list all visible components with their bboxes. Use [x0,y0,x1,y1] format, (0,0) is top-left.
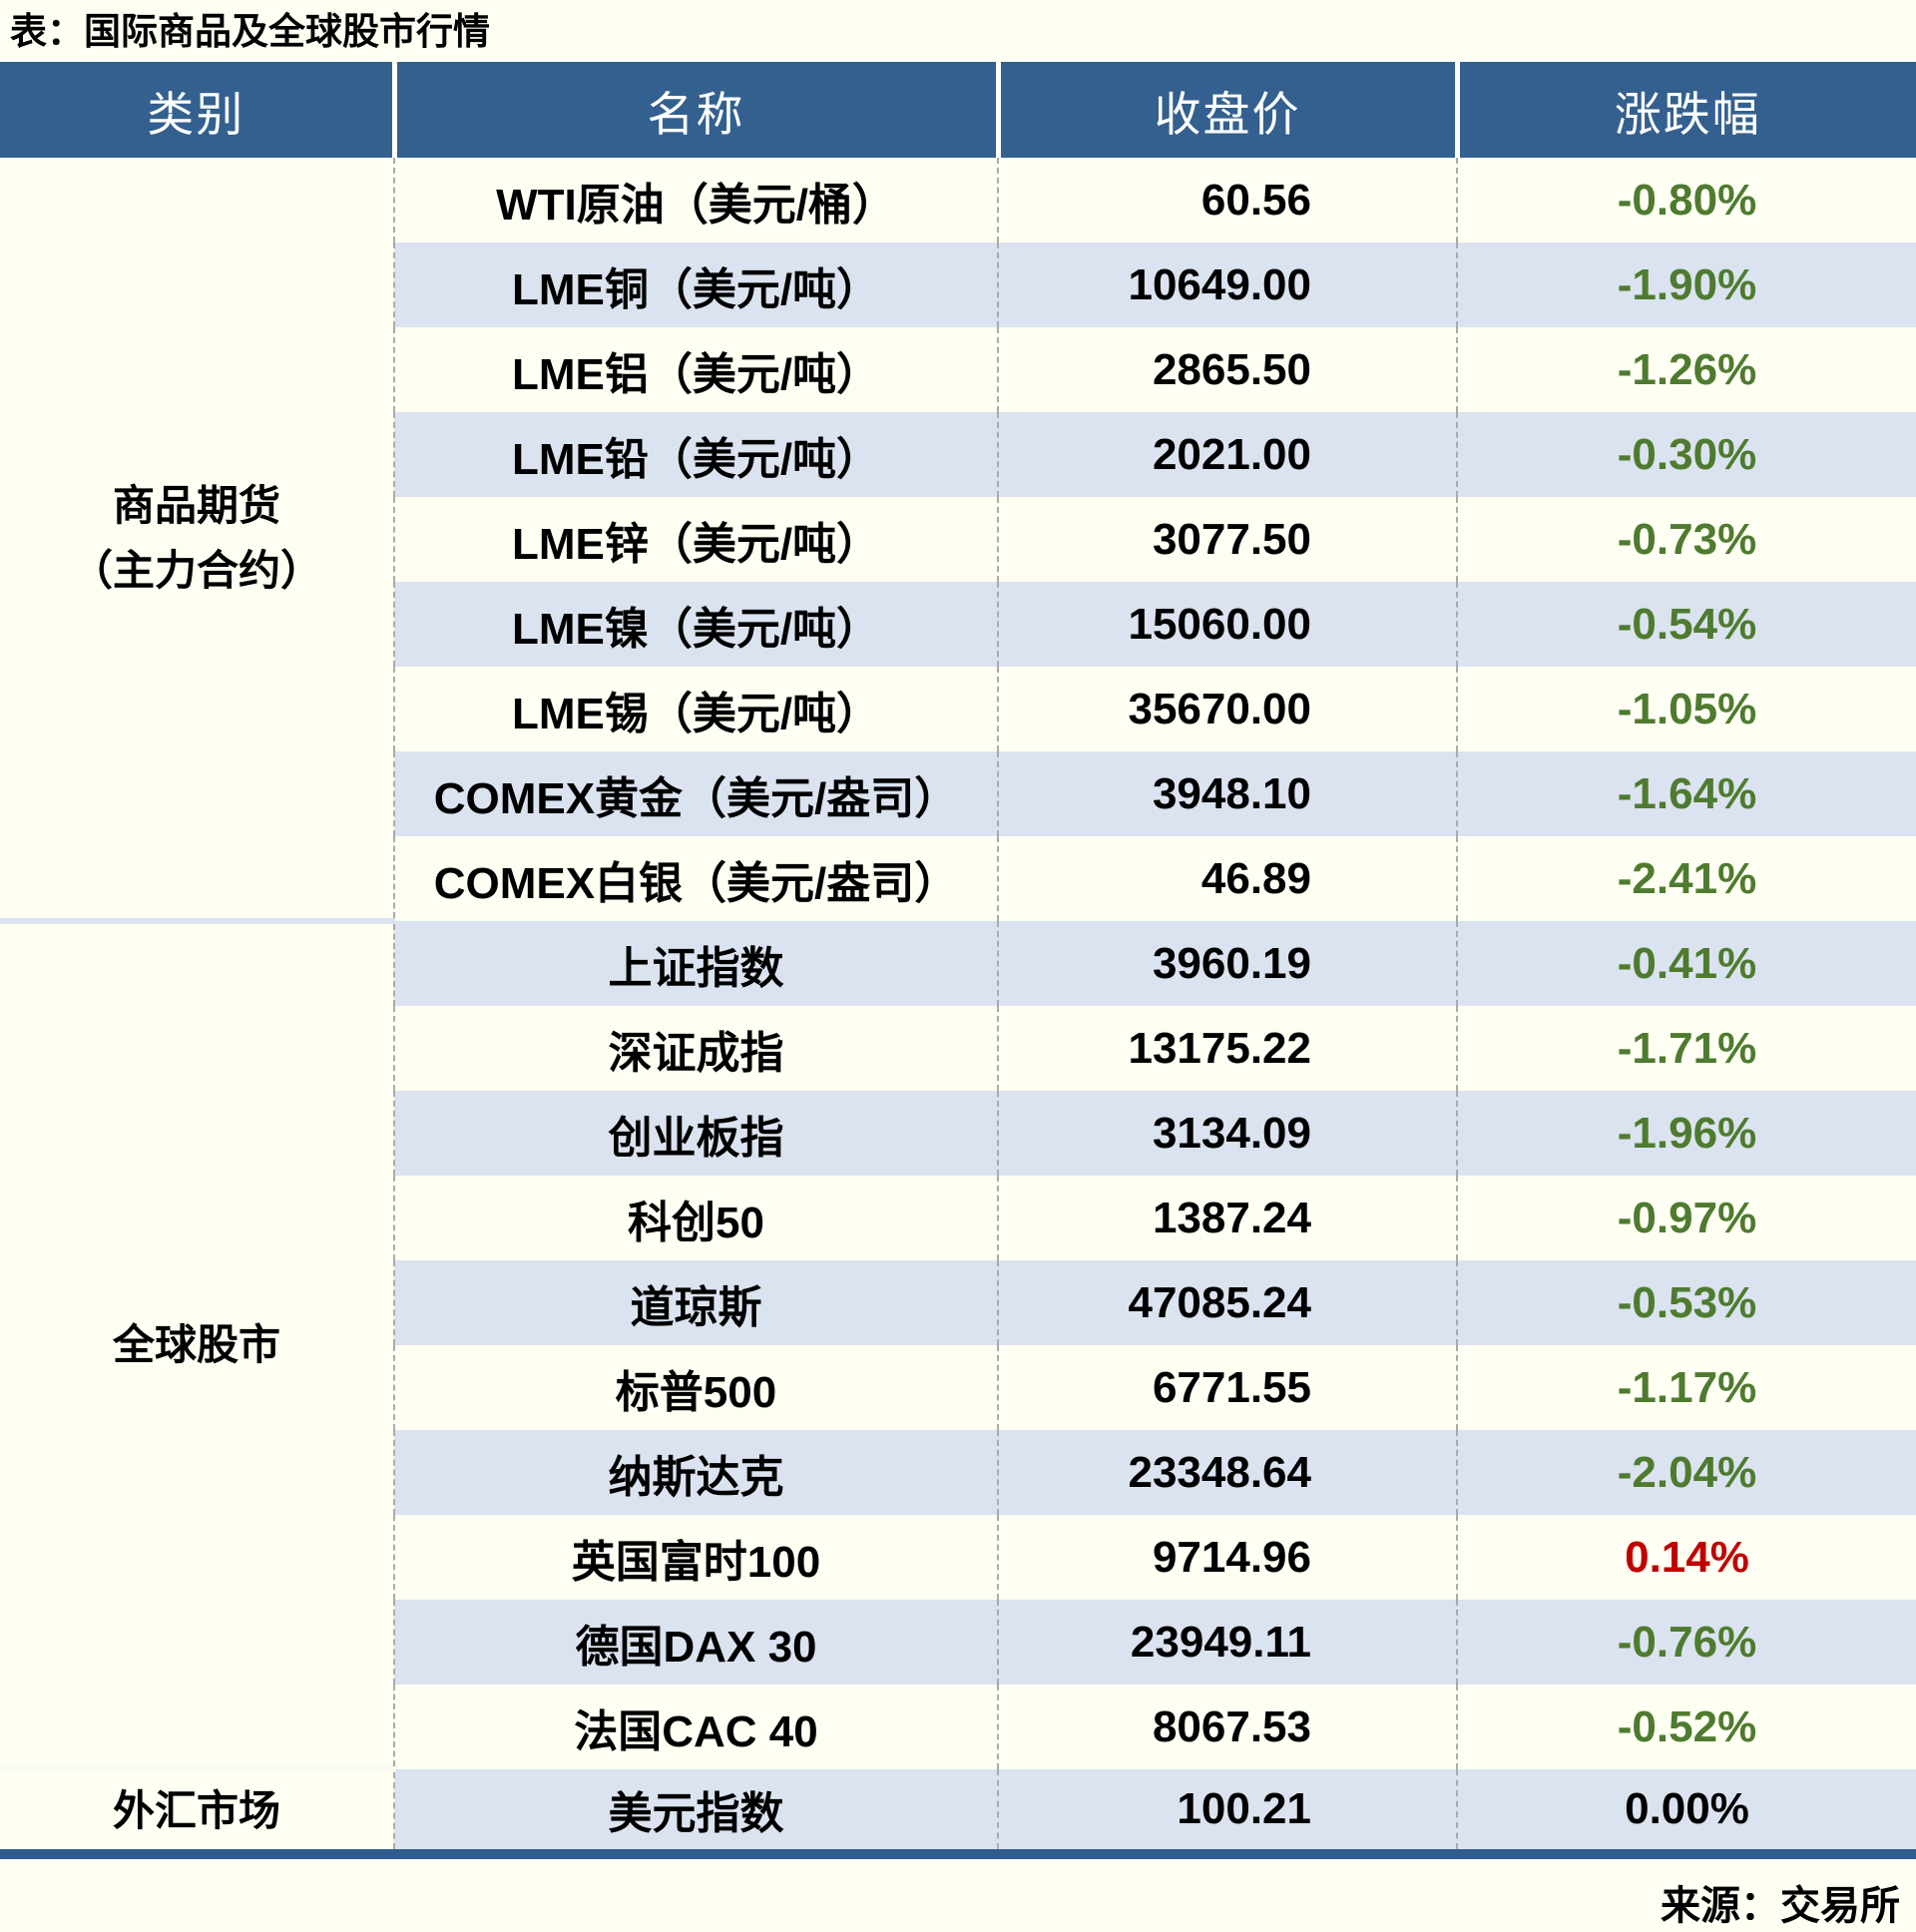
name-cell: 英国富时100 [393,1515,998,1600]
table-row: LME铅（美元/吨） 2021.00 -0.30% [0,412,1916,497]
close-price-cell: 1387.24 [997,1176,1457,1260]
close-price-cell: 2021.00 [997,412,1457,497]
table-row: 商品期货 （主力合约） WTI原油（美元/桶） 60.56 -0.80% [0,158,1916,924]
category-cell: 外汇市场 [0,1769,394,1859]
name-cell: LME锌（美元/吨） [393,497,998,582]
table-row: 标普500 6771.55 -1.17% [0,1345,1916,1430]
table-row: 外汇市场 美元指数 100.21 0.00% [0,1769,1916,1859]
table-row: COMEX黄金（美元/盎司） 3948.10 -1.64% [0,751,1916,836]
name-cell: 深证成指 [393,1006,998,1091]
name-cell: LME锡（美元/吨） [393,667,998,751]
name-cell: COMEX黄金（美元/盎司） [393,751,998,836]
table-row: LME锡（美元/吨） 35670.00 -1.05% [0,667,1916,751]
close-price-cell: 35670.00 [997,667,1457,751]
header-cell-close: 收盘价 [995,62,1457,158]
table-row: 科创50 1387.24 -0.97% [0,1176,1916,1260]
close-price-cell: 100.21 [997,1769,1457,1859]
name-cell: LME镍（美元/吨） [393,582,998,667]
close-price-cell: 3077.50 [997,497,1457,582]
name-cell: 美元指数 [393,1769,998,1859]
table-row: LME铝（美元/吨） 2865.50 -1.26% [0,327,1916,412]
close-price-cell: 13175.22 [997,1006,1457,1091]
name-cell: LME铅（美元/吨） [393,412,998,497]
market-table: 类别 名称 收盘价 涨跌幅 商品期货 （主力合约） WTI原油（美元/桶） 60.56… [0,62,1916,1859]
change-cell: -1.17% [1456,1345,1916,1430]
change-cell: -0.76% [1456,1600,1916,1685]
name-cell: LME铝（美元/吨） [393,327,998,412]
table-title: 表：国际商品及全球股市行情 [10,11,490,52]
change-cell: -0.54% [1456,582,1916,667]
table-row: 道琼斯 47085.24 -0.53% [0,1260,1916,1345]
close-price-cell: 47085.24 [997,1260,1457,1345]
table-row: LME镍（美元/吨） 15060.00 -0.54% [0,582,1916,667]
name-cell: 道琼斯 [393,1260,998,1345]
close-price-cell: 6771.55 [997,1345,1457,1430]
close-price-cell: 60.56 [997,158,1457,242]
close-price-cell: 2865.50 [997,327,1457,412]
change-cell: -0.97% [1456,1176,1916,1260]
name-cell: LME铜（美元/吨） [393,242,998,327]
header-row: 类别 名称 收盘价 涨跌幅 [0,62,1916,158]
close-price-cell: 8067.53 [997,1685,1457,1769]
close-price-cell: 15060.00 [997,582,1457,667]
name-cell: 上证指数 [393,921,998,1006]
table-row: 法国CAC 40 8067.53 -0.52% [0,1685,1916,1769]
table-row: LME锌（美元/吨） 3077.50 -0.73% [0,497,1916,582]
change-cell: -0.73% [1456,497,1916,582]
name-cell: 标普500 [393,1345,998,1430]
change-cell: -0.30% [1456,412,1916,497]
close-price-cell: 23949.11 [997,1600,1457,1685]
name-cell: WTI原油（美元/桶） [393,158,998,242]
change-cell: -0.80% [1456,158,1916,242]
close-price-cell: 23348.64 [997,1430,1457,1515]
name-cell: 德国DAX 30 [393,1600,998,1685]
change-cell: 0.00% [1456,1769,1916,1859]
change-cell: -0.41% [1456,921,1916,1006]
header-cell-name: 名称 [391,62,998,158]
category-line: 外汇市场 [112,1786,280,1834]
category-cell: 全球股市 [0,921,394,1772]
close-price-cell: 9714.96 [997,1515,1457,1600]
change-cell: -1.71% [1456,1006,1916,1091]
close-price-cell: 46.89 [997,836,1457,921]
category-line: 商品期货 [112,481,280,529]
close-price-cell: 3134.09 [997,1091,1457,1176]
close-price-cell: 3948.10 [997,751,1457,836]
change-cell: 0.14% [1456,1515,1916,1600]
category-line: （主力合约） [70,547,322,594]
table-row: LME铜（美元/吨） 10649.00 -1.90% [0,242,1916,327]
name-cell: 科创50 [393,1176,998,1260]
table-row: 全球股市 上证指数 3960.19 -0.41% [0,921,1916,1772]
table-row: 英国富时100 9714.96 0.14% [0,1515,1916,1600]
table-row: 德国DAX 30 23949.11 -0.76% [0,1600,1916,1685]
header-cell-category: 类别 [0,62,394,158]
name-cell: 法国CAC 40 [393,1685,998,1769]
change-cell: -1.05% [1456,667,1916,751]
category-line: 全球股市 [112,1321,280,1369]
change-cell: -1.26% [1456,327,1916,412]
table-row: 创业板指 3134.09 -1.96% [0,1091,1916,1176]
category-cell: 商品期货 （主力合约） [0,158,394,924]
name-cell: COMEX白银（美元/盎司） [393,836,998,921]
table-row: COMEX白银（美元/盎司） 46.89 -2.41% [0,836,1916,921]
change-cell: -2.41% [1456,836,1916,921]
close-price-cell: 10649.00 [997,242,1457,327]
table-row: 深证成指 13175.22 -1.71% [0,1006,1916,1091]
change-cell: -1.96% [1456,1091,1916,1176]
source-note: 来源：交易所 [1661,1884,1900,1928]
change-cell: -0.53% [1456,1260,1916,1345]
change-cell: -1.90% [1456,242,1916,327]
name-cell: 创业板指 [393,1091,998,1176]
change-cell: -1.64% [1456,751,1916,836]
header-cell-change: 涨跌幅 [1454,62,1916,158]
close-price-cell: 3960.19 [997,921,1457,1006]
change-cell: -0.52% [1456,1685,1916,1769]
table-row: 纳斯达克 23348.64 -2.04% [0,1430,1916,1515]
change-cell: -2.04% [1456,1430,1916,1515]
name-cell: 纳斯达克 [393,1430,998,1515]
